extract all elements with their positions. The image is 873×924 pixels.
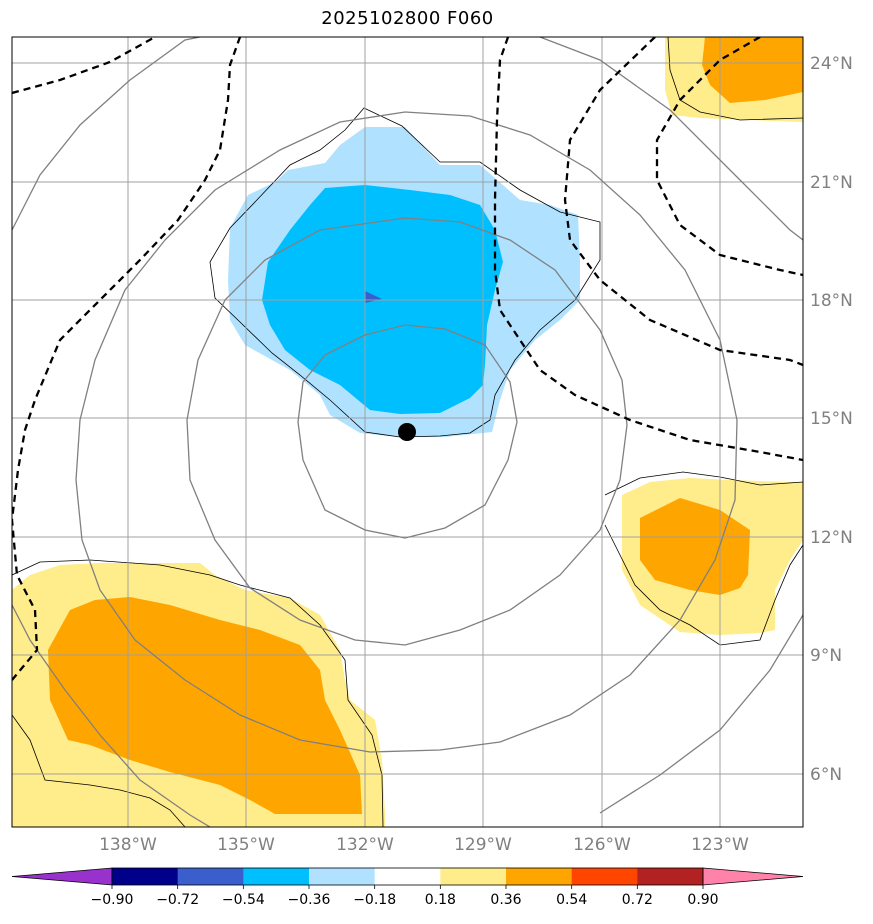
colorbar-extend-low	[11, 867, 113, 886]
colorbar-tick-label: −0.90	[91, 892, 134, 908]
concentric-contours	[12, 37, 803, 827]
lat-label-9n: 9°N	[810, 646, 842, 666]
map-plot-area	[12, 37, 803, 827]
dashed-contours	[12, 37, 803, 681]
lon-label-129w: 129°W	[454, 835, 512, 855]
lat-label-24n: 24°N	[810, 54, 853, 74]
colorbar-bin	[506, 868, 573, 885]
colorbar-tick-label: 0.36	[490, 892, 521, 908]
longitude-labels: 138°W 135°W 132°W 129°W 126°W 123°W	[99, 835, 749, 855]
thin-contour-southwest-lower	[12, 714, 186, 827]
colorbar-bin	[309, 868, 376, 885]
colorbar-tick-label: −0.54	[222, 892, 265, 908]
positive-anomaly-regions	[12, 37, 803, 827]
thin-contour-southwest	[12, 559, 384, 827]
lat-label-18n: 18°N	[810, 291, 853, 311]
thin-contour-lines	[12, 37, 803, 827]
concentric-contour-2	[186, 217, 628, 646]
lat-label-12n: 12°N	[810, 528, 853, 548]
dashed-contour-central	[493, 37, 803, 462]
colorbar: −0.90 −0.72 −0.54 −0.36 −0.18 0.18 0.36 0.54 0.7…	[11, 867, 804, 908]
positive-region-northeast-inner	[702, 37, 803, 103]
lon-label-138w: 138°W	[99, 835, 157, 855]
lon-label-132w: 132°W	[336, 835, 394, 855]
thin-contour-northeast	[667, 37, 803, 121]
colorbar-bin	[571, 868, 638, 885]
colorbar-bin	[112, 868, 179, 885]
concentric-contour-1	[297, 324, 518, 539]
concentric-contour-3	[75, 111, 738, 753]
colorbar-tick-label: −0.18	[353, 892, 396, 908]
lon-label-126w: 126°W	[573, 835, 631, 855]
colorbar-tick-label: 0.72	[622, 892, 653, 908]
dashed-contour-northeast	[655, 37, 803, 277]
dashed-contour-west-1	[12, 37, 156, 95]
colorbar-bin	[243, 868, 310, 885]
colorbar-tick-label: 0.54	[556, 892, 587, 908]
map-title: 2025102800 F060	[321, 8, 494, 29]
lon-label-123w: 123°W	[691, 835, 749, 855]
colorbar-bin	[374, 868, 441, 885]
colorbar-frame	[111, 867, 704, 886]
lat-label-15n: 15°N	[810, 409, 853, 429]
negative-anomaly-regions	[228, 127, 580, 437]
thin-contour-east	[604, 471, 803, 646]
colorbar-bin	[177, 868, 244, 885]
lat-label-21n: 21°N	[810, 173, 853, 193]
lat-lon-grid	[12, 37, 803, 827]
thin-contour-central	[209, 107, 601, 438]
plot-frame	[11, 36, 804, 828]
positive-region-east-inner	[640, 498, 750, 595]
colorbar-extend-high	[702, 867, 804, 886]
positive-region-southwest-inner	[48, 597, 362, 814]
colorbar-tick-label: 0.18	[425, 892, 456, 908]
lon-label-135w: 135°W	[217, 835, 275, 855]
lat-label-6n: 6°N	[810, 765, 842, 785]
colorbar-bin	[440, 868, 507, 885]
storm-center-marker	[398, 423, 416, 441]
colorbar-tick-label: 0.90	[687, 892, 718, 908]
latitude-labels: 24°N 21°N 18°N 15°N 12°N 9°N 6°N	[810, 54, 853, 785]
colorbar-bin	[637, 868, 704, 885]
dashed-contour-west-2	[12, 37, 242, 681]
colorbar-tick-label: −0.36	[288, 892, 331, 908]
dashed-contour-east	[563, 37, 803, 367]
colorbar-tick-label: −0.72	[156, 892, 199, 908]
concentric-contour-4	[12, 37, 803, 827]
